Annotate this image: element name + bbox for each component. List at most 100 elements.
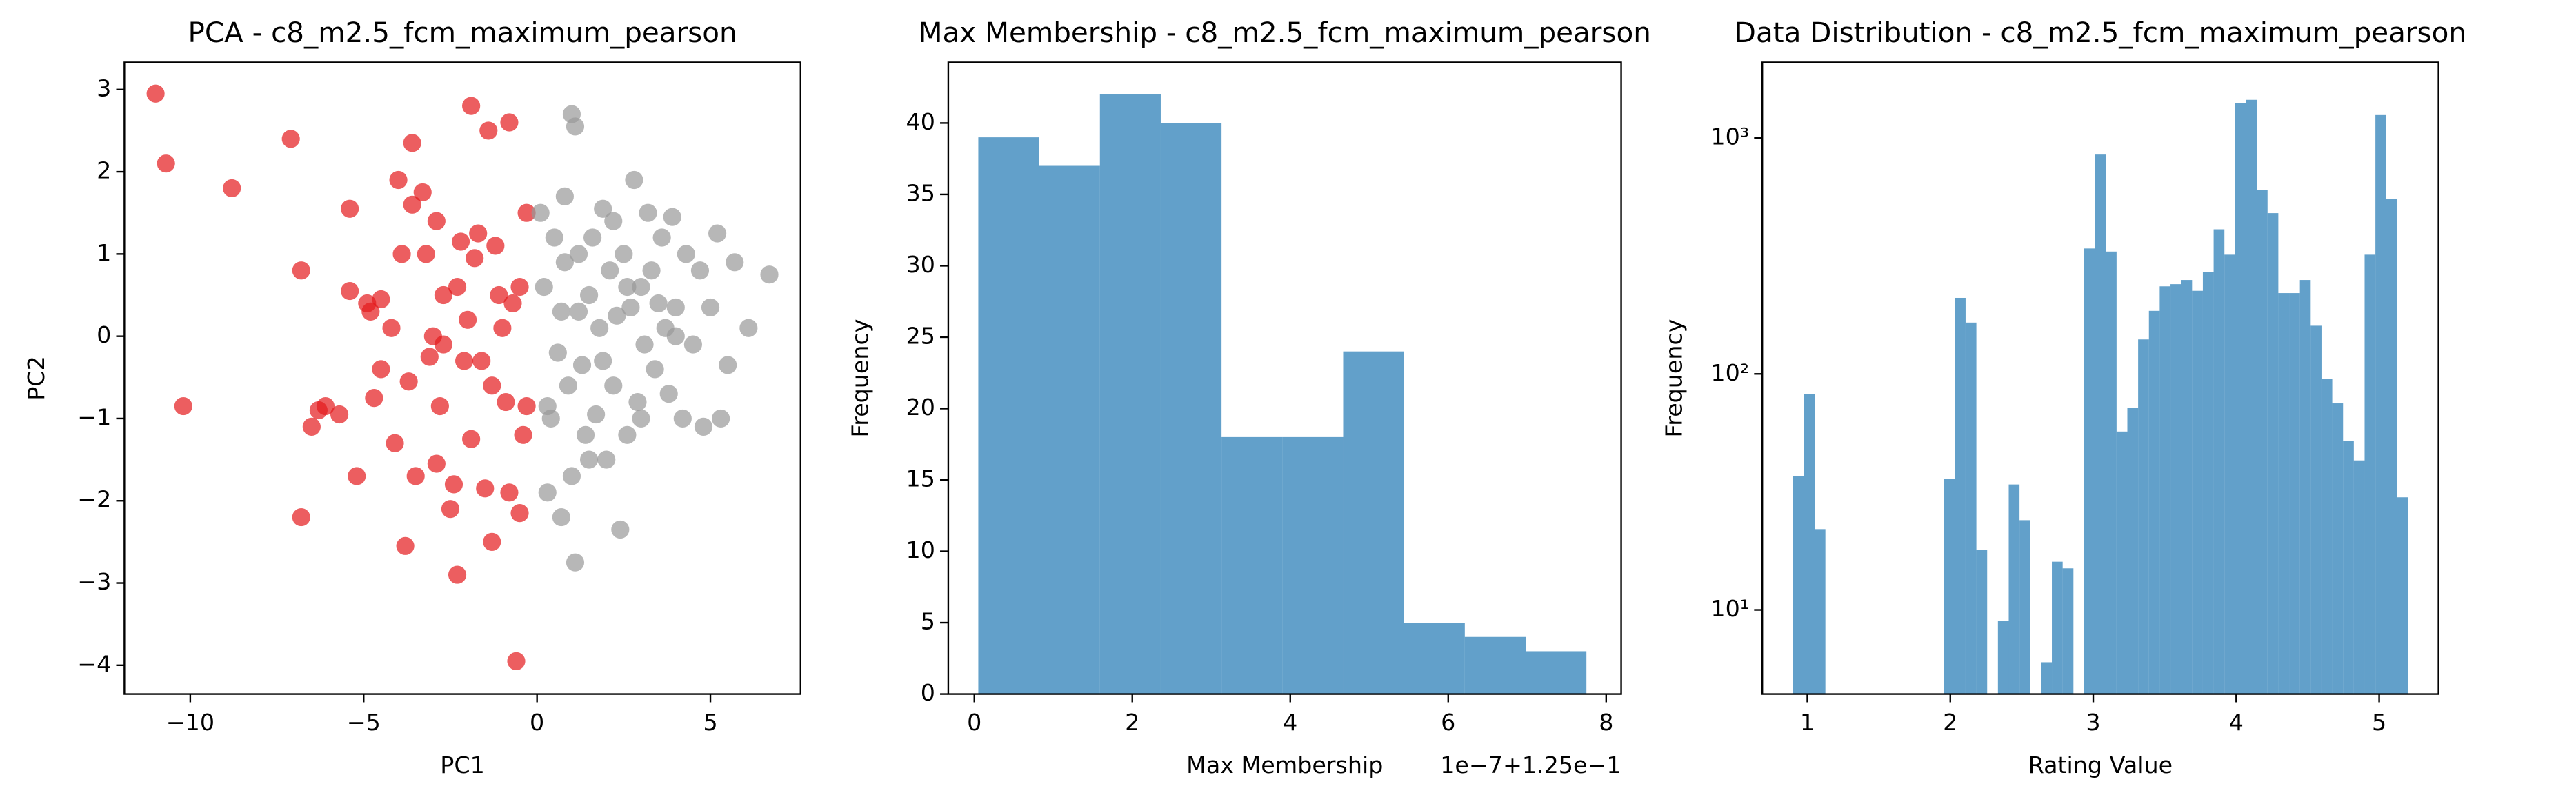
y-tick-label: 2 bbox=[97, 157, 111, 184]
histogram-bar bbox=[2224, 254, 2235, 694]
scatter-point bbox=[382, 319, 401, 337]
scatter-point bbox=[646, 360, 664, 379]
scatter-point bbox=[486, 237, 505, 255]
scatter-point bbox=[552, 302, 570, 321]
scatter-point bbox=[569, 302, 588, 321]
scatter-point bbox=[479, 121, 498, 140]
histogram-bar bbox=[1965, 322, 1977, 694]
histogram-bar bbox=[1804, 394, 1815, 694]
scatter-point bbox=[760, 265, 779, 284]
scatter-point bbox=[302, 417, 321, 436]
scatter-point bbox=[632, 409, 650, 428]
y-tick-label: 10¹ bbox=[1710, 595, 1749, 622]
scatter-point bbox=[683, 335, 702, 354]
histogram-bar bbox=[1944, 479, 1955, 694]
histogram-bar bbox=[2375, 114, 2386, 694]
histogram-bar bbox=[2321, 379, 2333, 694]
scatter-point bbox=[316, 396, 335, 416]
scatter-point bbox=[594, 199, 612, 218]
scatter-point bbox=[500, 483, 519, 502]
histogram-bar bbox=[2084, 248, 2095, 694]
y-tick-label: 35 bbox=[906, 179, 935, 206]
chart-title: Max Membership - c8_m2.5_fcm_maximum_pea… bbox=[919, 16, 1651, 49]
scatter-point bbox=[514, 425, 532, 444]
scatter-point bbox=[559, 376, 577, 395]
scatter-point bbox=[423, 327, 442, 345]
scatter-point bbox=[555, 253, 574, 272]
x-tick-label: 2 bbox=[1125, 709, 1139, 736]
scatter-point bbox=[330, 405, 349, 424]
scatter-point bbox=[673, 409, 692, 428]
y-tick-label: 3 bbox=[97, 74, 111, 101]
scatter-point bbox=[386, 434, 404, 452]
scatter-point bbox=[497, 393, 515, 412]
scatter-point bbox=[739, 319, 758, 337]
scatter-point bbox=[448, 277, 467, 297]
histogram-bar bbox=[2019, 520, 2030, 694]
scatter-point bbox=[389, 170, 408, 190]
scatter-point bbox=[590, 319, 609, 337]
scatter-point bbox=[652, 228, 671, 247]
scatter-point bbox=[541, 409, 560, 428]
scatter-point bbox=[434, 285, 453, 305]
histogram-bar bbox=[2364, 254, 2376, 694]
scatter-point bbox=[472, 352, 491, 370]
x-tick-label: −10 bbox=[166, 709, 214, 736]
histogram-bar bbox=[2278, 293, 2290, 694]
scatter-point bbox=[281, 130, 300, 148]
scatter-point bbox=[583, 228, 602, 247]
scatter-point bbox=[594, 352, 612, 370]
scatter-point bbox=[632, 277, 650, 297]
scatter-point bbox=[659, 385, 678, 403]
scatter-point bbox=[579, 285, 599, 305]
histogram-bar bbox=[1955, 297, 1966, 694]
y-tick-label: −1 bbox=[77, 403, 111, 430]
scatter-point bbox=[444, 475, 463, 494]
y-tick-label: 5 bbox=[921, 608, 935, 635]
x-axis-label: PC1 bbox=[440, 752, 485, 778]
scatter-point bbox=[677, 245, 695, 263]
scatter-point bbox=[462, 97, 481, 115]
scatter-point bbox=[531, 203, 550, 222]
histogram-bar bbox=[2192, 290, 2203, 694]
scatter-point bbox=[569, 245, 588, 263]
axis-offset-text: 1e−7+1.25e−1 bbox=[1440, 752, 1621, 778]
x-tick-label: 4 bbox=[2229, 709, 2244, 736]
histogram-bar bbox=[1099, 94, 1161, 694]
scatter-point bbox=[292, 508, 310, 527]
histogram-bar bbox=[2213, 229, 2225, 694]
histogram-bar bbox=[1793, 476, 1804, 694]
x-tick-label: 8 bbox=[1599, 709, 1613, 736]
scatter-point bbox=[459, 310, 477, 329]
scatter-point bbox=[493, 319, 512, 337]
scatter-point bbox=[476, 479, 495, 498]
scatter-point bbox=[649, 294, 668, 313]
histogram-bar bbox=[2397, 497, 2408, 694]
histogram-bar bbox=[2106, 251, 2117, 694]
scatter-point bbox=[399, 372, 418, 391]
scatter-point bbox=[455, 352, 474, 370]
x-tick-label: −5 bbox=[347, 709, 381, 736]
scatter-point bbox=[430, 396, 449, 416]
scatter-point bbox=[604, 376, 623, 395]
scatter-point bbox=[621, 298, 640, 316]
histogram-bar bbox=[2353, 460, 2365, 694]
histogram-bar bbox=[2299, 280, 2311, 694]
axes-frame bbox=[123, 61, 801, 695]
scatter-point bbox=[562, 467, 581, 485]
scatter-point bbox=[448, 565, 467, 584]
y-tick-label: −2 bbox=[77, 486, 111, 513]
x-tick-label: 1 bbox=[1800, 709, 1815, 736]
scatter-point bbox=[618, 425, 637, 444]
scatter-point bbox=[635, 335, 654, 354]
scatter-point bbox=[403, 134, 421, 152]
histogram-bar bbox=[2235, 103, 2246, 694]
y-tick-label: −3 bbox=[77, 568, 111, 595]
histogram-bar bbox=[2138, 339, 2149, 694]
scatter-point bbox=[545, 228, 563, 247]
histogram-bar bbox=[2159, 286, 2171, 694]
scatter-point bbox=[462, 430, 481, 448]
y-axis-label: Frequency bbox=[1661, 319, 1688, 437]
scatter-point bbox=[292, 261, 310, 280]
